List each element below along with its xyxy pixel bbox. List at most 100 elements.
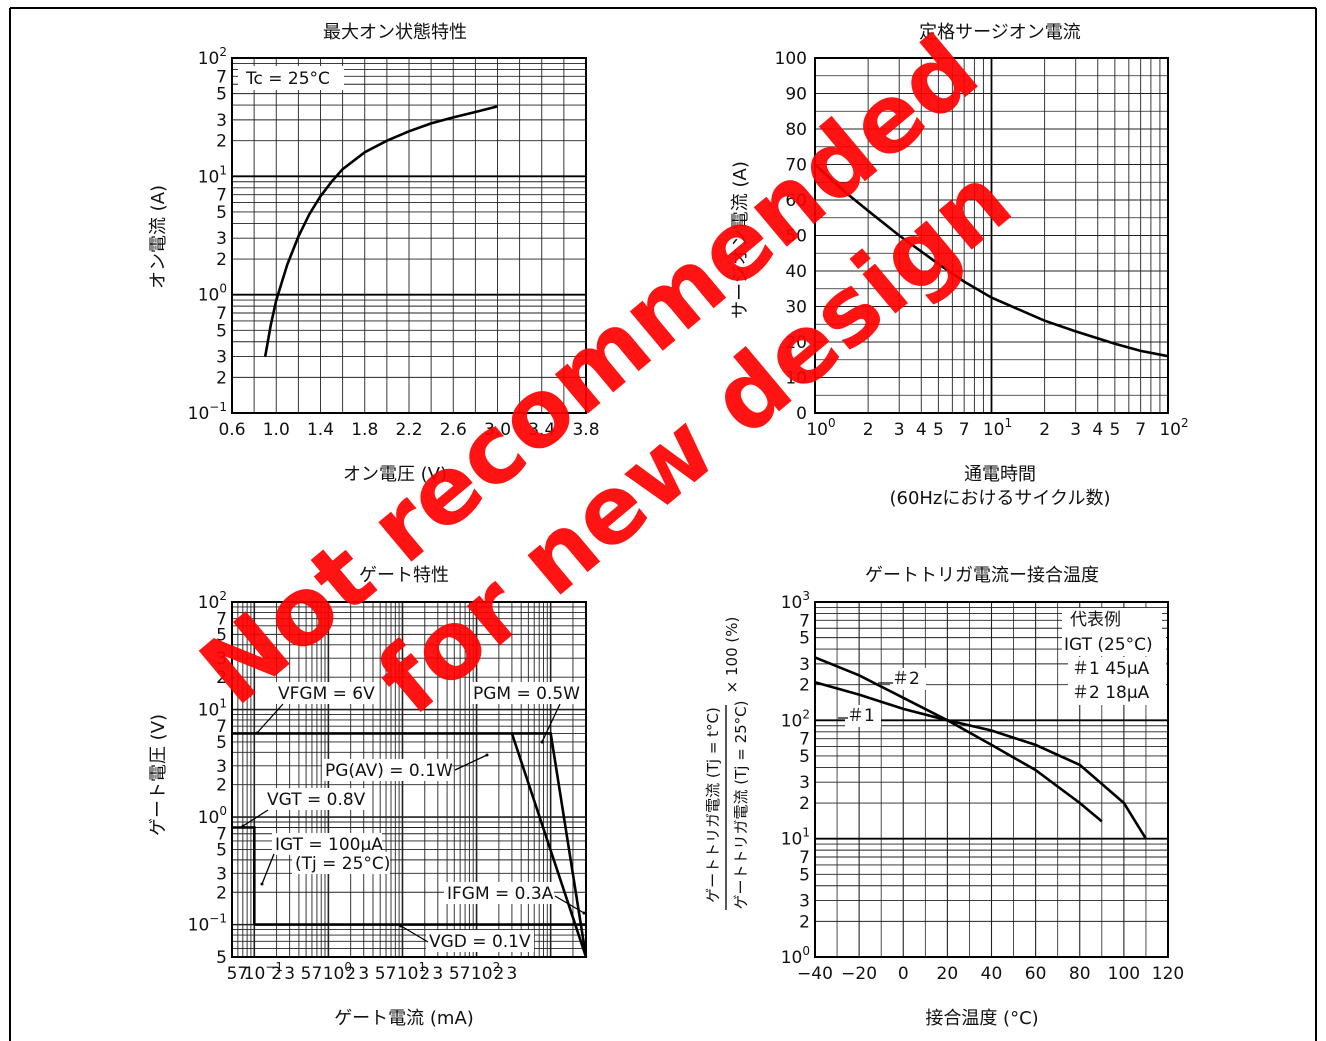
c2-xtick: 7	[959, 420, 970, 440]
c3-xtick: 5	[227, 964, 238, 984]
c2-xtick: 3	[1070, 420, 1081, 440]
c2-xtick: 5	[933, 420, 944, 440]
chart4-ylabel-top: ゲートトリガ電流 (Tj = t°C)	[704, 707, 722, 903]
chart1-title: 最大オン状態特性	[323, 22, 467, 43]
c3-ann-igt-cond: (Tj = 25°C)	[295, 854, 390, 874]
c1-ytick: 5	[216, 321, 227, 341]
c4-xtick: 120	[1152, 964, 1184, 984]
c1-xtick: 1.4	[307, 420, 334, 440]
c4-ytick: 101	[781, 826, 810, 850]
c2-ytick: 90	[785, 85, 807, 105]
c1-ytick: 3	[216, 348, 227, 368]
c4-legend-cond: IGT (25°C)	[1064, 635, 1153, 655]
c3-ann-vgd-leader	[401, 926, 428, 942]
c1-xtick: 1.8	[351, 420, 378, 440]
c1-ytick: 102	[198, 45, 227, 69]
c3-ann-vgt: VGT = 0.8V	[267, 790, 366, 810]
c2-xtick: 102	[1159, 416, 1188, 440]
c2-ytick: 100	[775, 49, 807, 69]
c4-xtick: 80	[1069, 964, 1091, 984]
c3-ann-vfgm-leader-end	[256, 732, 259, 735]
c4-xtick: 40	[981, 964, 1003, 984]
c4-ytick: 2	[799, 676, 810, 696]
c4-label-s1: ＃1	[847, 706, 875, 726]
c3-ann-ifgm-leader-end	[583, 912, 586, 915]
c1-xtick: 1.0	[263, 420, 290, 440]
c3-ytick: 5	[216, 840, 227, 860]
c3-xtick: 5	[301, 964, 312, 984]
chart4-title: ゲートトリガ電流ー接合温度	[865, 565, 1099, 586]
c4-ytick: 3	[799, 773, 810, 793]
c1-xtick: 2.2	[395, 420, 422, 440]
c4-label-s2: ＃2	[892, 669, 920, 689]
watermark-line1: Not recommended	[181, 15, 999, 726]
c4-ytick: 3	[799, 892, 810, 912]
c1-ytick: 3	[216, 111, 227, 131]
c1-ytick: 101	[198, 163, 227, 187]
c3-ytick: 3	[216, 864, 227, 884]
chart4-ylabel-bottom: ゲートトリガ電流 (Tj = 25°C)	[732, 701, 750, 910]
c3-xtick: 3	[506, 964, 517, 984]
c1-series-line	[265, 106, 497, 356]
c2-xtick: 4	[1092, 420, 1103, 440]
c4-xtick: 100	[1108, 964, 1140, 984]
c4-ytick: 103	[781, 589, 810, 613]
c1-ytick: 100	[198, 282, 227, 306]
c1-annotation: Tc = 25°C	[245, 69, 330, 89]
chart4-xlabel: 接合温度 (°C)	[925, 1008, 1038, 1029]
c2-xtick: 100	[806, 416, 835, 440]
c1-ytick: 5	[216, 85, 227, 105]
chart2-xlabel2: (60Hzにおけるサイクル数)	[889, 488, 1110, 509]
c1-ytick: 2	[216, 368, 227, 388]
c3-ann-igt-leader-end	[261, 883, 264, 886]
c3-xtick: 2	[493, 964, 504, 984]
chart2-xlabel: 通電時間	[964, 464, 1036, 485]
c3-xtick: 7	[386, 964, 397, 984]
c4-xtick: 60	[1025, 964, 1047, 984]
c3-ann-pgav: PG(AV) = 0.1W	[325, 761, 453, 781]
c3-xtick: 3	[432, 964, 443, 984]
c4-xtick: −40	[797, 964, 833, 984]
c4-ytick: 2	[799, 794, 810, 814]
c1-ytick: 2	[216, 250, 227, 270]
c4-xtick: 0	[898, 964, 909, 984]
c3-xtick: 7	[311, 964, 322, 984]
c3-ann-vgd-leader-end	[400, 925, 403, 928]
c3-ann-vgt-leader-end	[242, 825, 245, 828]
c3-xtick: 3	[284, 964, 295, 984]
c3-xtick: 5	[375, 964, 386, 984]
c1-xtick: 0.6	[218, 420, 245, 440]
c1-ytick: 3	[216, 229, 227, 249]
c3-ytick: 2	[216, 883, 227, 903]
c4-xtick: −20	[841, 964, 877, 984]
c2-xtick: 101	[983, 416, 1012, 440]
c3-ann-vgd: VGD = 0.1V	[429, 932, 531, 952]
c3-ytick: 3	[216, 757, 227, 777]
c2-xtick: 4	[916, 420, 927, 440]
c3-ann-pgav-leader-end	[486, 754, 489, 757]
c4-series-line	[815, 657, 1102, 821]
c2-xtick: 7	[1135, 420, 1146, 440]
c3-xtick: 2	[345, 964, 356, 984]
c4-ytick: 5	[799, 747, 810, 767]
c4-legend-title: 代表例	[1070, 610, 1121, 630]
c3-ann-ifgm: IFGM = 0.3A	[447, 884, 554, 904]
c3-ann-pgm-leader-end	[541, 741, 544, 744]
c3-xtick: 2	[271, 964, 282, 984]
c3-xtick: 3	[358, 964, 369, 984]
c2-xtick: 2	[863, 420, 874, 440]
c3-ytick: 5	[216, 733, 227, 753]
c4-ytick: 3	[799, 655, 810, 675]
c3-ytick: 10−1	[188, 912, 227, 936]
c4-xtick: 20	[937, 964, 959, 984]
c1-ytick: 2	[216, 132, 227, 152]
c4-ytick: 5	[799, 865, 810, 885]
c4-ytick: 5	[799, 629, 810, 649]
c4-legend-item2: ＃2 18μA	[1072, 683, 1150, 703]
c3-ann-igt-leader	[262, 854, 274, 884]
c3-xtick: 5	[449, 964, 460, 984]
c3-xtick: 7	[460, 964, 471, 984]
chart3-xlabel: ゲート電流 (mA)	[334, 1008, 474, 1029]
